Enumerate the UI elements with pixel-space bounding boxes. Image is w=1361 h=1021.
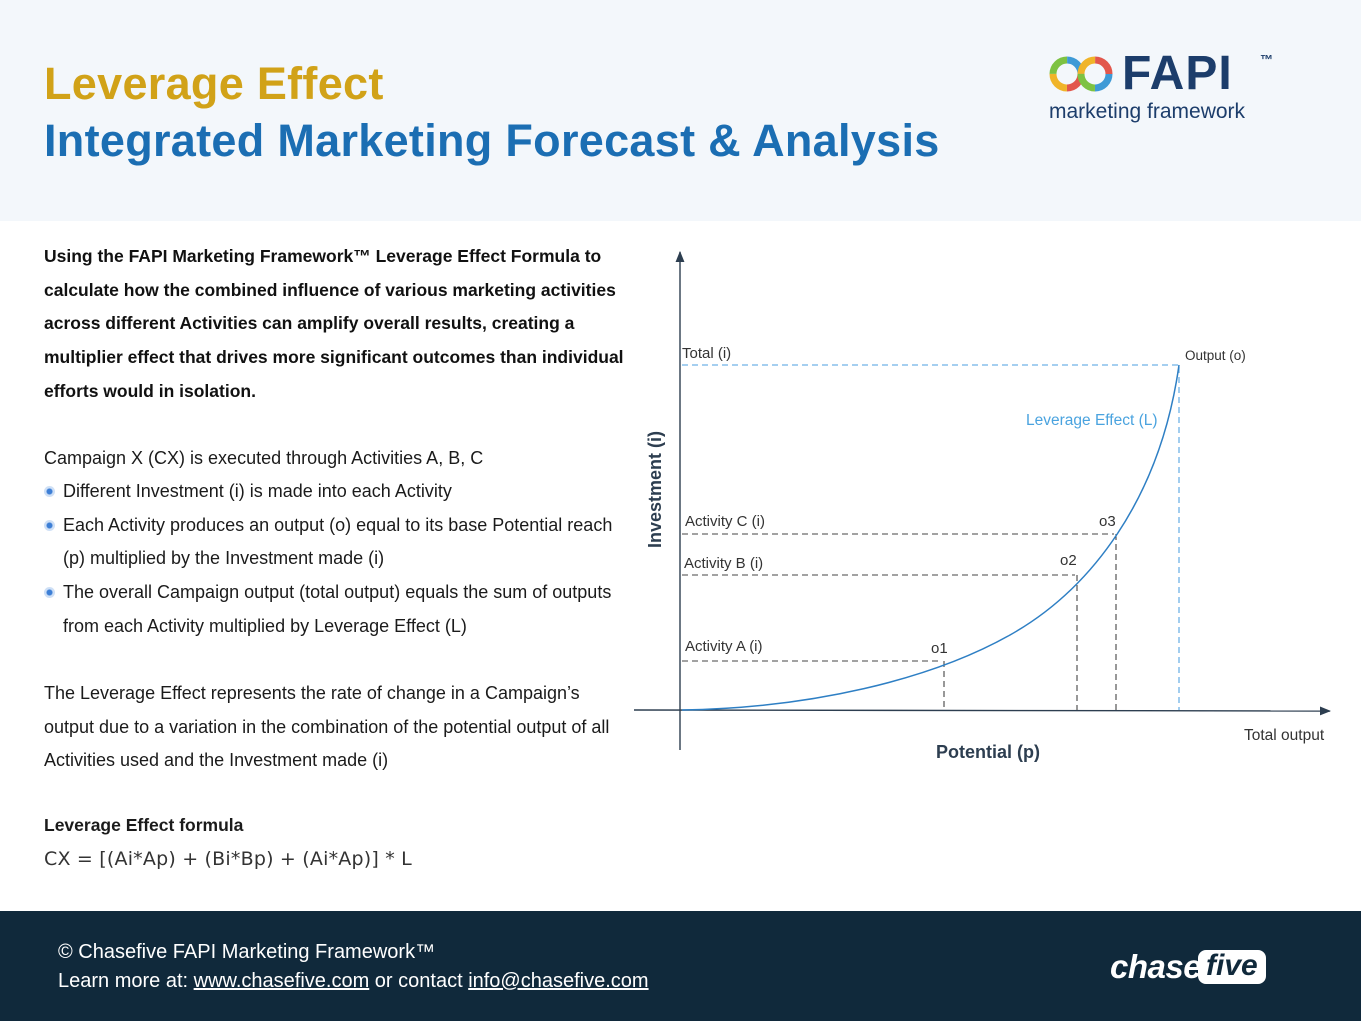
curve-label: Leverage Effect (L) bbox=[1026, 412, 1158, 429]
bullet-icon bbox=[44, 587, 55, 599]
point-o3-label: o3 bbox=[1099, 513, 1116, 530]
website-link[interactable]: www.chasefive.com bbox=[193, 970, 370, 992]
fapi-logo: FAPI ™ marketing framework bbox=[1048, 47, 1288, 130]
total-label: Total (i) bbox=[682, 345, 731, 362]
leverage-effect-curve bbox=[681, 364, 1180, 711]
activity-bullet-list: Different Investment (i) is made into ea… bbox=[44, 475, 614, 644]
activity-a-label: Activity A (i) bbox=[685, 638, 763, 655]
page-subtitle: Integrated Marketing Forecast & Analysis bbox=[44, 115, 940, 166]
formula-expression: CX = [(Ai*Ap) + (Bi*Bp) + (Ai*Ap)] * L bbox=[44, 848, 412, 870]
list-item: Different Investment (i) is made into ea… bbox=[44, 475, 614, 509]
list-item-text: Each Activity produces an output (o) equ… bbox=[63, 514, 613, 569]
point-o1-label: o1 bbox=[931, 640, 948, 657]
page-title: Leverage Effect bbox=[44, 58, 384, 109]
y-axis-label: Investment (i) bbox=[645, 431, 665, 548]
footer-or-contact-text: or contact bbox=[369, 970, 469, 992]
bullet-icon bbox=[44, 486, 55, 497]
chasefive-logo-chase: chase bbox=[1110, 948, 1202, 985]
point-o2-label: o2 bbox=[1060, 552, 1077, 569]
fapi-logo-word: FAPI bbox=[1122, 47, 1233, 100]
footer-copyright: © Chasefive FAPI Marketing Framework™ bbox=[58, 941, 436, 963]
email-link[interactable]: info@chasefive.com bbox=[468, 970, 649, 992]
footer-learn-more-text: Learn more at: bbox=[58, 970, 194, 992]
output-label: Output (o) bbox=[1185, 348, 1246, 363]
list-item-text: The overall Campaign output (total outpu… bbox=[63, 582, 612, 636]
fapi-logo-trademark: ™ bbox=[1260, 52, 1273, 67]
header-band: Leverage Effect Integrated Marketing For… bbox=[0, 0, 1361, 221]
chasefive-logo: chase five bbox=[1110, 948, 1290, 988]
list-item-text: Different Investment (i) is made into ea… bbox=[63, 481, 452, 501]
activity-b-label: Activity B (i) bbox=[684, 555, 763, 572]
leverage-effect-diagram: Total (i) Output (o) Leverage Effect (L)… bbox=[633, 250, 1332, 762]
footer-contact-line: Learn more at: www.chasefive.com or cont… bbox=[58, 970, 649, 993]
x-axis bbox=[633, 706, 1332, 716]
activity-c-label: Activity C (i) bbox=[685, 513, 765, 530]
x-axis-end-label: Total output bbox=[1244, 727, 1325, 744]
chasefive-logo-five: five bbox=[1198, 950, 1266, 984]
intro-paragraph: Using the FAPI Marketing Framework™ Leve… bbox=[44, 246, 624, 401]
fapi-logo-subtitle: marketing framework bbox=[1049, 100, 1246, 123]
x-axis-label: Potential (p) bbox=[936, 742, 1040, 762]
leverage-paragraph: The Leverage Effect represents the rate … bbox=[44, 683, 610, 771]
campaign-paragraph: Campaign X (CX) is executed through Acti… bbox=[44, 448, 484, 468]
list-item: The overall Campaign output (total outpu… bbox=[44, 576, 614, 643]
footer-bar: © Chasefive FAPI Marketing Framework™ Le… bbox=[0, 911, 1361, 1021]
fapi-rings-icon bbox=[1049, 56, 1113, 92]
bullet-icon bbox=[44, 519, 55, 531]
list-item: Each Activity produces an output (o) equ… bbox=[44, 509, 614, 576]
formula-title: Leverage Effect formula bbox=[44, 815, 244, 835]
